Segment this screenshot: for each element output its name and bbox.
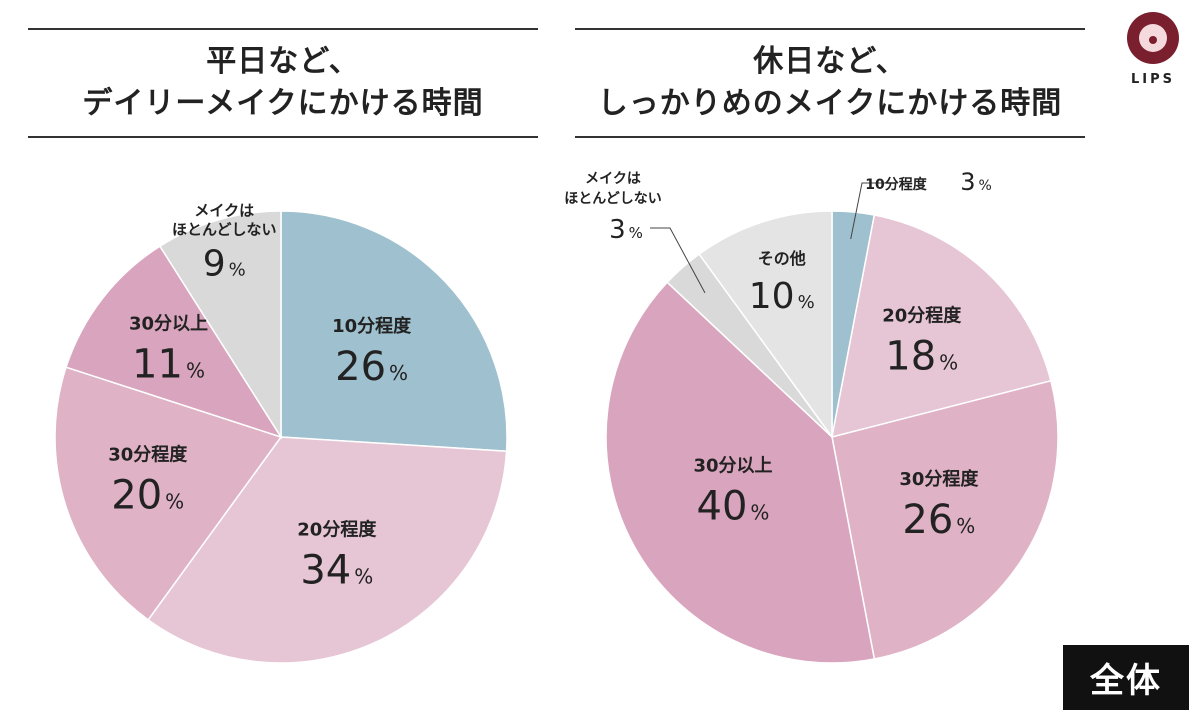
all-respondents-badge: 全体 [1063,645,1189,710]
holiday-slice-2-label-0: 30分程度 [899,468,979,490]
holiday-slice-4-label-0: メイクは [585,171,641,187]
weekday-slice-2-label-0: 30分程度 [108,443,188,465]
weekday-slice-4-label-1: ほとんどしない [172,221,277,239]
holiday-slice-3 [605,281,876,664]
holiday-slice-1-label-0: 20分程度 [882,304,962,326]
weekday-slice-0 [280,210,508,452]
holiday-slice-4-value: 3% [609,215,643,245]
weekday-slice-3-label-0: 30分以上 [129,314,208,335]
pie-chart-weekday [54,210,508,664]
lips-logo-text: LIPS [1130,72,1175,87]
weekday-slice-1-label-0: 20分程度 [297,519,377,541]
chart-left-title: 平日など、 デイリーメイクにかける時間 [28,28,538,138]
weekday-slice-2 [54,366,283,621]
holiday-slice-1-value: 18% [885,333,958,379]
weekday-slice-0-value: 26% [335,344,408,390]
weekday-slice-0-label-0: 10分程度 [332,315,412,337]
chart-left-title-line-1: 平日など、 [206,44,360,79]
weekday-slice-4 [158,210,282,440]
holiday-slice-0-value: 3% [960,168,992,196]
weekday-slice-4-value: 9% [203,244,246,285]
lips-logo-icon [1127,12,1179,64]
weekday-slice-1-value: 34% [300,548,373,594]
weekday-slice-3-value: 11% [132,342,205,388]
holiday-slice-3-label-0: 30分以上 [693,455,772,476]
pie-chart-holiday [605,210,1059,664]
holiday-slice-0-leader [850,182,890,240]
lips-logo: LIPS [1123,12,1183,102]
weekday-slice-4-label-0: メイクは [194,202,254,220]
chart-right-title: 休日など、 しっかりめのメイクにかける時間 [575,28,1085,138]
holiday-slice-5 [698,210,833,440]
holiday-slice-3-value: 40% [697,483,770,529]
holiday-slice-2-value: 26% [902,497,975,543]
holiday-slice-5-label-0: その他 [758,249,806,268]
holiday-slice-0-label: 10分程度 [865,176,927,193]
holiday-slice-2 [831,379,1059,660]
holiday-slice-4-label-1: ほとんどしない [564,191,662,207]
holiday-slice-4-leader [650,227,706,294]
holiday-slice-5-value: 10% [749,276,815,317]
chart-left-title-line-2: デイリーメイクにかける時間 [82,86,484,121]
weekday-slice-3 [65,245,283,439]
chart-right-title-line-1: 休日など、 [753,44,907,79]
weekday-slice-1 [147,436,508,664]
holiday-slice-1 [831,214,1052,439]
chart-right-title-line-2: しっかりめのメイクにかける時間 [597,86,1063,121]
weekday-slice-2-value: 20% [111,472,184,518]
